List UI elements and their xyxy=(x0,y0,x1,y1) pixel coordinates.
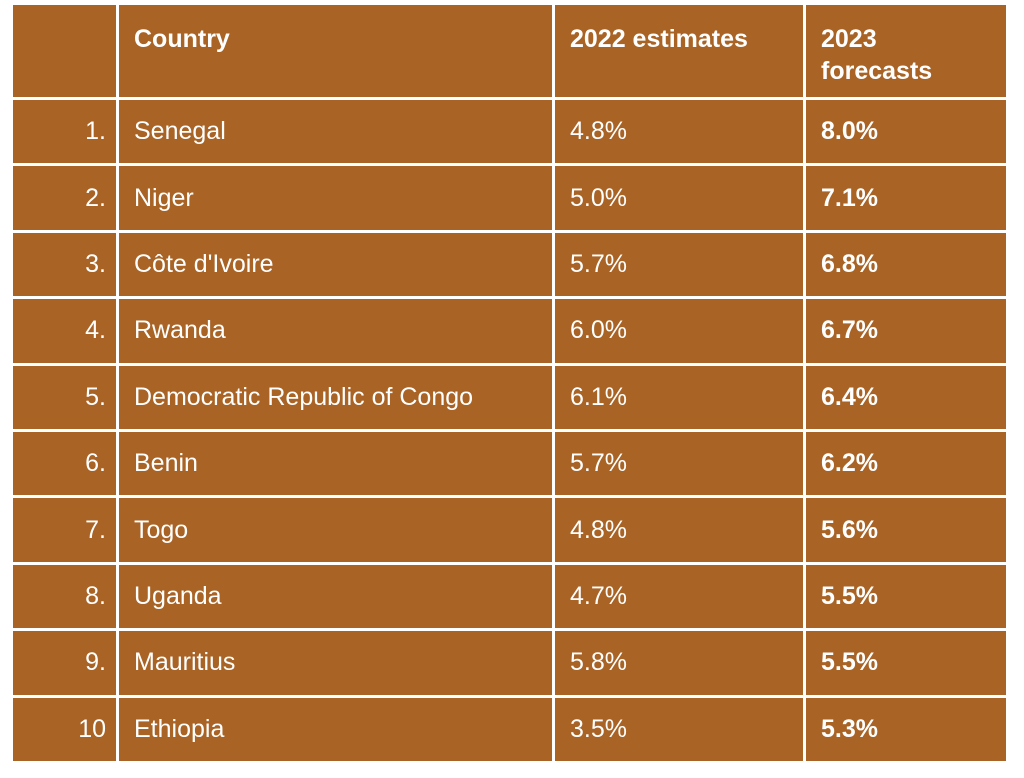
table-row: 4. Rwanda 6.0% 6.7% xyxy=(13,299,1006,363)
estimate-2022-cell: 6.1% xyxy=(555,365,803,429)
forecast-2023-cell: 5.5% xyxy=(806,564,1006,629)
rank-cell: 9. xyxy=(13,631,116,695)
table-row: 3. Côte d'Ivoire 5.7% 6.8% xyxy=(13,232,1006,297)
country-cell: Benin xyxy=(119,431,552,496)
rank-cell: 4. xyxy=(13,299,116,363)
forecast-2023-cell: 6.2% xyxy=(806,431,1006,496)
header-rank xyxy=(13,5,116,97)
header-2022-estimates: 2022 estimates xyxy=(555,5,803,97)
header-2023-forecasts: 2023 forecasts xyxy=(806,5,1006,97)
table-row: 6. Benin 5.7% 6.2% xyxy=(13,431,1006,496)
estimate-2022-cell: 3.5% xyxy=(555,697,803,761)
rank-cell: 7. xyxy=(13,498,116,562)
forecast-2023-cell: 6.4% xyxy=(806,365,1006,429)
forecast-2023-cell: 8.0% xyxy=(806,100,1006,164)
rank-cell: 1. xyxy=(13,100,116,164)
estimate-2022-cell: 5.7% xyxy=(555,431,803,496)
forecast-2023-cell: 6.8% xyxy=(806,232,1006,297)
estimate-2022-cell: 4.8% xyxy=(555,498,803,562)
table-row: 8. Uganda 4.7% 5.5% xyxy=(13,564,1006,629)
forecast-2023-cell: 5.6% xyxy=(806,498,1006,562)
rank-cell: 6. xyxy=(13,431,116,496)
country-cell: Senegal xyxy=(119,100,552,164)
estimate-2022-cell: 6.0% xyxy=(555,299,803,363)
forecast-2023-cell: 6.7% xyxy=(806,299,1006,363)
estimate-2022-cell: 4.8% xyxy=(555,100,803,164)
table-row: 5. Democratic Republic of Congo 6.1% 6.4… xyxy=(13,365,1006,429)
forecast-2023-cell: 5.3% xyxy=(806,697,1006,761)
country-cell: Ethiopia xyxy=(119,697,552,761)
table-row: 7. Togo 4.8% 5.6% xyxy=(13,498,1006,562)
estimate-2022-cell: 4.7% xyxy=(555,564,803,629)
estimate-2022-cell: 5.7% xyxy=(555,232,803,297)
table-row: 10 Ethiopia 3.5% 5.3% xyxy=(13,697,1006,761)
country-cell: Rwanda xyxy=(119,299,552,363)
country-cell: Niger xyxy=(119,166,552,230)
header-country: Country xyxy=(119,5,552,97)
rank-cell: 8. xyxy=(13,564,116,629)
forecast-2023-cell: 5.5% xyxy=(806,631,1006,695)
country-cell: Uganda xyxy=(119,564,552,629)
rank-cell: 5. xyxy=(13,365,116,429)
estimate-2022-cell: 5.8% xyxy=(555,631,803,695)
country-cell: Democratic Republic of Congo xyxy=(119,365,552,429)
forecast-2023-cell: 7.1% xyxy=(806,166,1006,230)
growth-table-container: Country 2022 estimates 2023 forecasts 1.… xyxy=(10,2,1008,764)
rank-cell: 3. xyxy=(13,232,116,297)
growth-table: Country 2022 estimates 2023 forecasts 1.… xyxy=(10,2,1009,764)
country-cell: Togo xyxy=(119,498,552,562)
table-row: 2. Niger 5.0% 7.1% xyxy=(13,166,1006,230)
rank-cell: 10 xyxy=(13,697,116,761)
table-row: 9. Mauritius 5.8% 5.5% xyxy=(13,631,1006,695)
country-cell: Mauritius xyxy=(119,631,552,695)
table-row: 1. Senegal 4.8% 8.0% xyxy=(13,100,1006,164)
table-header-row: Country 2022 estimates 2023 forecasts xyxy=(13,5,1006,97)
estimate-2022-cell: 5.0% xyxy=(555,166,803,230)
rank-cell: 2. xyxy=(13,166,116,230)
country-cell: Côte d'Ivoire xyxy=(119,232,552,297)
